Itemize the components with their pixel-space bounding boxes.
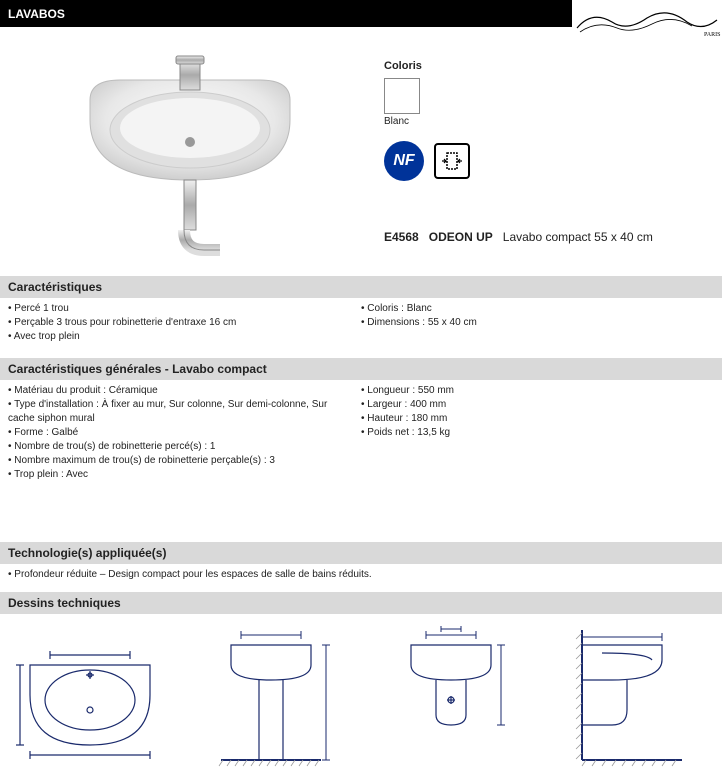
general-item: Type d'installation : À fixer au mur, Su…	[8, 398, 341, 426]
tech-item: Profondeur réduite – Design compact pour…	[8, 568, 714, 582]
section-content-general: Matériau du produit : Céramique Type d'i…	[8, 384, 714, 482]
product-description: Lavabo compact 55 x 40 cm	[503, 230, 653, 244]
general-right-list: Longueur : 550 mm Largeur : 400 mm Haute…	[361, 384, 694, 440]
char-item: Perçable 3 trous pour robinetterie d'ent…	[8, 316, 341, 330]
color-swatch-label: Blanc	[384, 116, 704, 127]
section-band-drawings: Dessins techniques	[0, 592, 722, 614]
section-band-characteristics: Caractéristiques	[0, 276, 722, 298]
characteristics-left-list: Percé 1 trou Perçable 3 trous pour robin…	[8, 302, 341, 344]
section-band-tech: Technologie(s) appliquée(s)	[0, 542, 722, 564]
char-item: Avec trop plein	[8, 330, 341, 344]
certification-row: NF	[384, 141, 704, 181]
char-item: Coloris : Blanc	[361, 302, 694, 316]
general-item: Matériau du produit : Céramique	[8, 384, 341, 398]
char-item: Dimensions : 55 x 40 cm	[361, 316, 694, 330]
right-column: Coloris Blanc NF	[384, 60, 704, 181]
section-content-tech: Profondeur réduite – Design compact pour…	[8, 568, 714, 582]
general-item: Longueur : 550 mm	[361, 384, 694, 398]
nf-badge-text: NF	[393, 152, 414, 170]
product-title-block: E4568 ODEON UP Lavabo compact 55 x 40 cm	[384, 230, 704, 244]
section-title-characteristics: Caractéristiques	[8, 280, 102, 294]
general-item: Nombre maximum de trou(s) de robinetteri…	[8, 454, 341, 468]
header-bar: LAVABOS	[0, 0, 572, 27]
drawings-row	[0, 620, 722, 770]
color-swatch-white	[384, 78, 420, 114]
section-title-general: Caractéristiques générales - Lavabo comp…	[8, 362, 267, 376]
characteristics-right-list: Coloris : Blanc Dimensions : 55 x 40 cm	[361, 302, 694, 330]
drawing-top-view	[10, 625, 170, 770]
char-item: Percé 1 trou	[8, 302, 341, 316]
nf-badge-icon: NF	[384, 141, 424, 181]
brand-logo: PARIS	[572, 0, 722, 48]
general-item: Forme : Galbé	[8, 426, 341, 440]
general-item: Largeur : 400 mm	[361, 398, 694, 412]
general-item: Poids net : 13,5 kg	[361, 426, 694, 440]
general-item: Hauteur : 180 mm	[361, 412, 694, 426]
product-image	[60, 50, 320, 270]
drawing-side-view	[552, 625, 712, 770]
general-item: Trop plein : Avec	[8, 468, 341, 482]
tech-list: Profondeur réduite – Design compact pour…	[8, 568, 714, 582]
general-item: Nombre de trou(s) de robinetterie percé(…	[8, 440, 341, 454]
section-band-general: Caractéristiques générales - Lavabo comp…	[0, 358, 722, 380]
color-section-label: Coloris	[384, 60, 704, 72]
drawing-front-pedestal	[191, 625, 351, 770]
brand-subtext: PARIS	[704, 32, 720, 38]
section-title-drawings: Dessins techniques	[8, 596, 121, 610]
product-collection: ODEON UP	[429, 230, 493, 244]
compact-badge-icon	[434, 143, 470, 179]
drawing-front-half-pedestal	[371, 625, 531, 770]
general-left-list: Matériau du produit : Céramique Type d'i…	[8, 384, 341, 482]
section-title-tech: Technologie(s) appliquée(s)	[8, 546, 166, 560]
header-title: LAVABOS	[8, 7, 65, 21]
product-sku: E4568	[384, 230, 419, 244]
section-content-characteristics: Percé 1 trou Perçable 3 trous pour robin…	[8, 302, 714, 344]
